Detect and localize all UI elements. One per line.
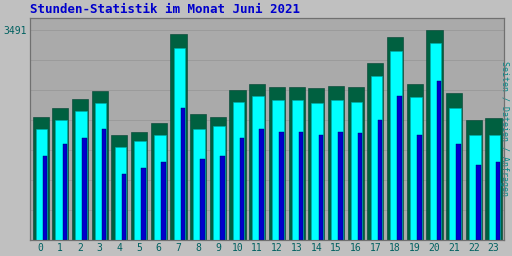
Bar — [338, 132, 343, 240]
Bar — [32, 117, 49, 240]
Bar — [210, 117, 226, 240]
Bar — [426, 30, 442, 240]
Bar — [240, 138, 244, 240]
Bar — [213, 126, 225, 240]
Bar — [407, 84, 423, 240]
Bar — [141, 168, 146, 240]
Bar — [174, 48, 185, 240]
Bar — [170, 35, 186, 240]
Bar — [220, 156, 225, 240]
Bar — [52, 108, 68, 240]
Bar — [279, 132, 284, 240]
Bar — [331, 101, 343, 240]
Bar — [200, 159, 205, 240]
Bar — [410, 97, 421, 240]
Bar — [308, 89, 325, 240]
Bar — [367, 63, 383, 240]
Bar — [82, 138, 87, 240]
Bar — [371, 77, 382, 240]
Bar — [154, 135, 165, 240]
Bar — [92, 91, 108, 240]
Bar — [496, 162, 500, 240]
Bar — [134, 141, 146, 240]
Bar — [72, 99, 88, 240]
Bar — [36, 129, 48, 240]
Bar — [289, 87, 305, 240]
Bar — [437, 81, 441, 240]
Bar — [181, 108, 185, 240]
Bar — [151, 123, 167, 240]
Bar — [131, 132, 147, 240]
Bar — [417, 135, 421, 240]
Bar — [469, 135, 481, 240]
Bar — [95, 103, 106, 240]
Bar — [378, 120, 382, 240]
Bar — [446, 93, 462, 240]
Bar — [485, 119, 502, 240]
Bar — [387, 37, 403, 240]
Bar — [249, 84, 265, 240]
Bar — [318, 135, 323, 240]
Bar — [269, 87, 285, 240]
Bar — [358, 133, 362, 240]
Bar — [55, 120, 67, 240]
Bar — [328, 86, 344, 240]
Bar — [122, 174, 126, 240]
Bar — [488, 135, 500, 240]
Bar — [476, 165, 481, 240]
Y-axis label: Seiten / Dateien / Anfragen: Seiten / Dateien / Anfragen — [500, 61, 508, 196]
Bar — [351, 102, 362, 240]
Bar — [299, 132, 304, 240]
Bar — [102, 129, 106, 240]
Text: Stunden-Statistik im Monat Juni 2021: Stunden-Statistik im Monat Juni 2021 — [30, 4, 300, 16]
Bar — [456, 144, 461, 240]
Bar — [397, 96, 402, 240]
Bar — [430, 43, 441, 240]
Bar — [466, 120, 482, 240]
Bar — [62, 144, 67, 240]
Bar — [75, 111, 87, 240]
Bar — [229, 90, 246, 240]
Bar — [348, 87, 364, 240]
Bar — [292, 101, 304, 240]
Bar — [252, 96, 264, 240]
Bar — [260, 129, 264, 240]
Bar — [161, 162, 165, 240]
Bar — [311, 103, 323, 240]
Bar — [232, 102, 244, 240]
Bar — [43, 156, 48, 240]
Bar — [272, 101, 284, 240]
Bar — [450, 108, 461, 240]
Bar — [111, 135, 127, 240]
Bar — [194, 129, 205, 240]
Bar — [390, 51, 402, 240]
Bar — [190, 114, 206, 240]
Bar — [115, 147, 126, 240]
